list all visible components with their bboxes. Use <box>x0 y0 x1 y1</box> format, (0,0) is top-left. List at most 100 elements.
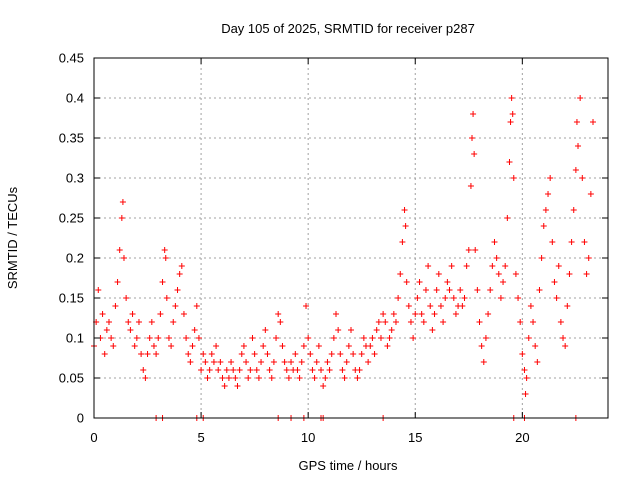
y-tick-label: 0.05 <box>59 371 84 386</box>
data-point <box>354 375 361 381</box>
data-point <box>380 311 387 317</box>
data-point <box>515 295 522 301</box>
data-point <box>298 359 305 365</box>
data-point <box>358 351 365 357</box>
data-point <box>328 351 335 357</box>
data-point <box>195 335 202 341</box>
data-point <box>395 295 402 301</box>
data-point <box>476 319 483 325</box>
data-point <box>485 311 492 317</box>
data-point <box>474 287 481 293</box>
data-point <box>388 327 395 333</box>
data-point <box>324 359 331 365</box>
data-point <box>392 319 399 325</box>
data-point <box>234 383 241 389</box>
data-point <box>300 343 307 349</box>
data-point <box>236 367 243 373</box>
data-point <box>377 335 384 341</box>
data-point <box>281 359 288 365</box>
data-point <box>99 311 106 317</box>
data-point <box>135 319 142 325</box>
data-point <box>110 343 117 349</box>
x-tick-label: 15 <box>408 430 422 445</box>
data-point <box>253 367 260 373</box>
data-point <box>446 287 453 293</box>
data-point <box>305 335 312 341</box>
data-point <box>105 319 112 325</box>
data-point <box>522 391 529 397</box>
data-point <box>506 159 513 165</box>
data-point <box>176 271 183 277</box>
data-point <box>162 255 169 261</box>
data-point <box>557 319 564 325</box>
data-point <box>480 359 487 365</box>
data-point <box>266 367 273 373</box>
data-point <box>497 295 504 301</box>
data-point <box>397 271 404 277</box>
data-point <box>146 335 153 341</box>
data-point <box>163 295 170 301</box>
data-point <box>500 279 507 285</box>
data-point <box>452 311 459 317</box>
plot-frame <box>93 57 609 419</box>
data-points <box>91 95 597 421</box>
data-point <box>191 327 198 333</box>
data-point <box>508 95 515 101</box>
data-point <box>572 167 579 173</box>
data-point <box>534 359 541 365</box>
data-point <box>510 175 517 181</box>
data-point <box>463 263 470 269</box>
data-point <box>420 319 427 325</box>
data-point <box>459 303 466 309</box>
y-tick-label: 0.45 <box>59 51 84 66</box>
data-point <box>564 303 571 309</box>
data-point <box>275 311 282 317</box>
data-point <box>127 327 134 333</box>
data-point <box>429 327 436 333</box>
data-point <box>335 327 342 333</box>
data-point <box>414 295 421 301</box>
data-point <box>542 207 549 213</box>
data-point <box>251 351 258 357</box>
data-point <box>240 343 247 349</box>
data-point <box>425 263 432 269</box>
data-point <box>204 375 211 381</box>
data-point <box>193 303 200 309</box>
data-point <box>405 303 412 309</box>
data-point <box>367 343 374 349</box>
data-point <box>322 375 329 381</box>
data-point <box>450 295 457 301</box>
data-point <box>465 247 472 253</box>
data-point <box>180 311 187 317</box>
data-point <box>172 303 179 309</box>
y-axis-label: SRMTID / TECUs <box>5 186 20 289</box>
chart-title: Day 105 of 2025, SRMTID for receiver p28… <box>221 21 475 36</box>
data-point <box>444 279 451 285</box>
data-point <box>112 303 119 309</box>
data-point <box>472 247 479 253</box>
data-point <box>440 319 447 325</box>
data-point <box>119 199 126 205</box>
data-point <box>495 271 502 277</box>
data-point <box>202 359 209 365</box>
data-point <box>174 287 181 293</box>
data-point <box>553 295 560 301</box>
data-point <box>232 375 239 381</box>
data-point <box>390 311 397 317</box>
data-point <box>330 335 337 341</box>
data-point <box>131 343 138 349</box>
data-point <box>519 351 526 357</box>
data-point <box>448 263 455 269</box>
data-point <box>129 311 136 317</box>
y-tick-label: 0.1 <box>66 331 84 346</box>
data-point <box>230 367 237 373</box>
data-point <box>577 95 584 101</box>
data-point <box>268 375 275 381</box>
data-point <box>384 343 391 349</box>
y-tick-labels: 0 0.05 0.1 0.15 0.2 0.25 0.3 0.35 0.4 0.45 <box>59 51 84 426</box>
data-point <box>365 359 372 365</box>
data-point <box>509 111 516 117</box>
y-tick-label: 0.35 <box>59 131 84 146</box>
data-point <box>549 239 556 245</box>
data-point <box>213 343 220 349</box>
